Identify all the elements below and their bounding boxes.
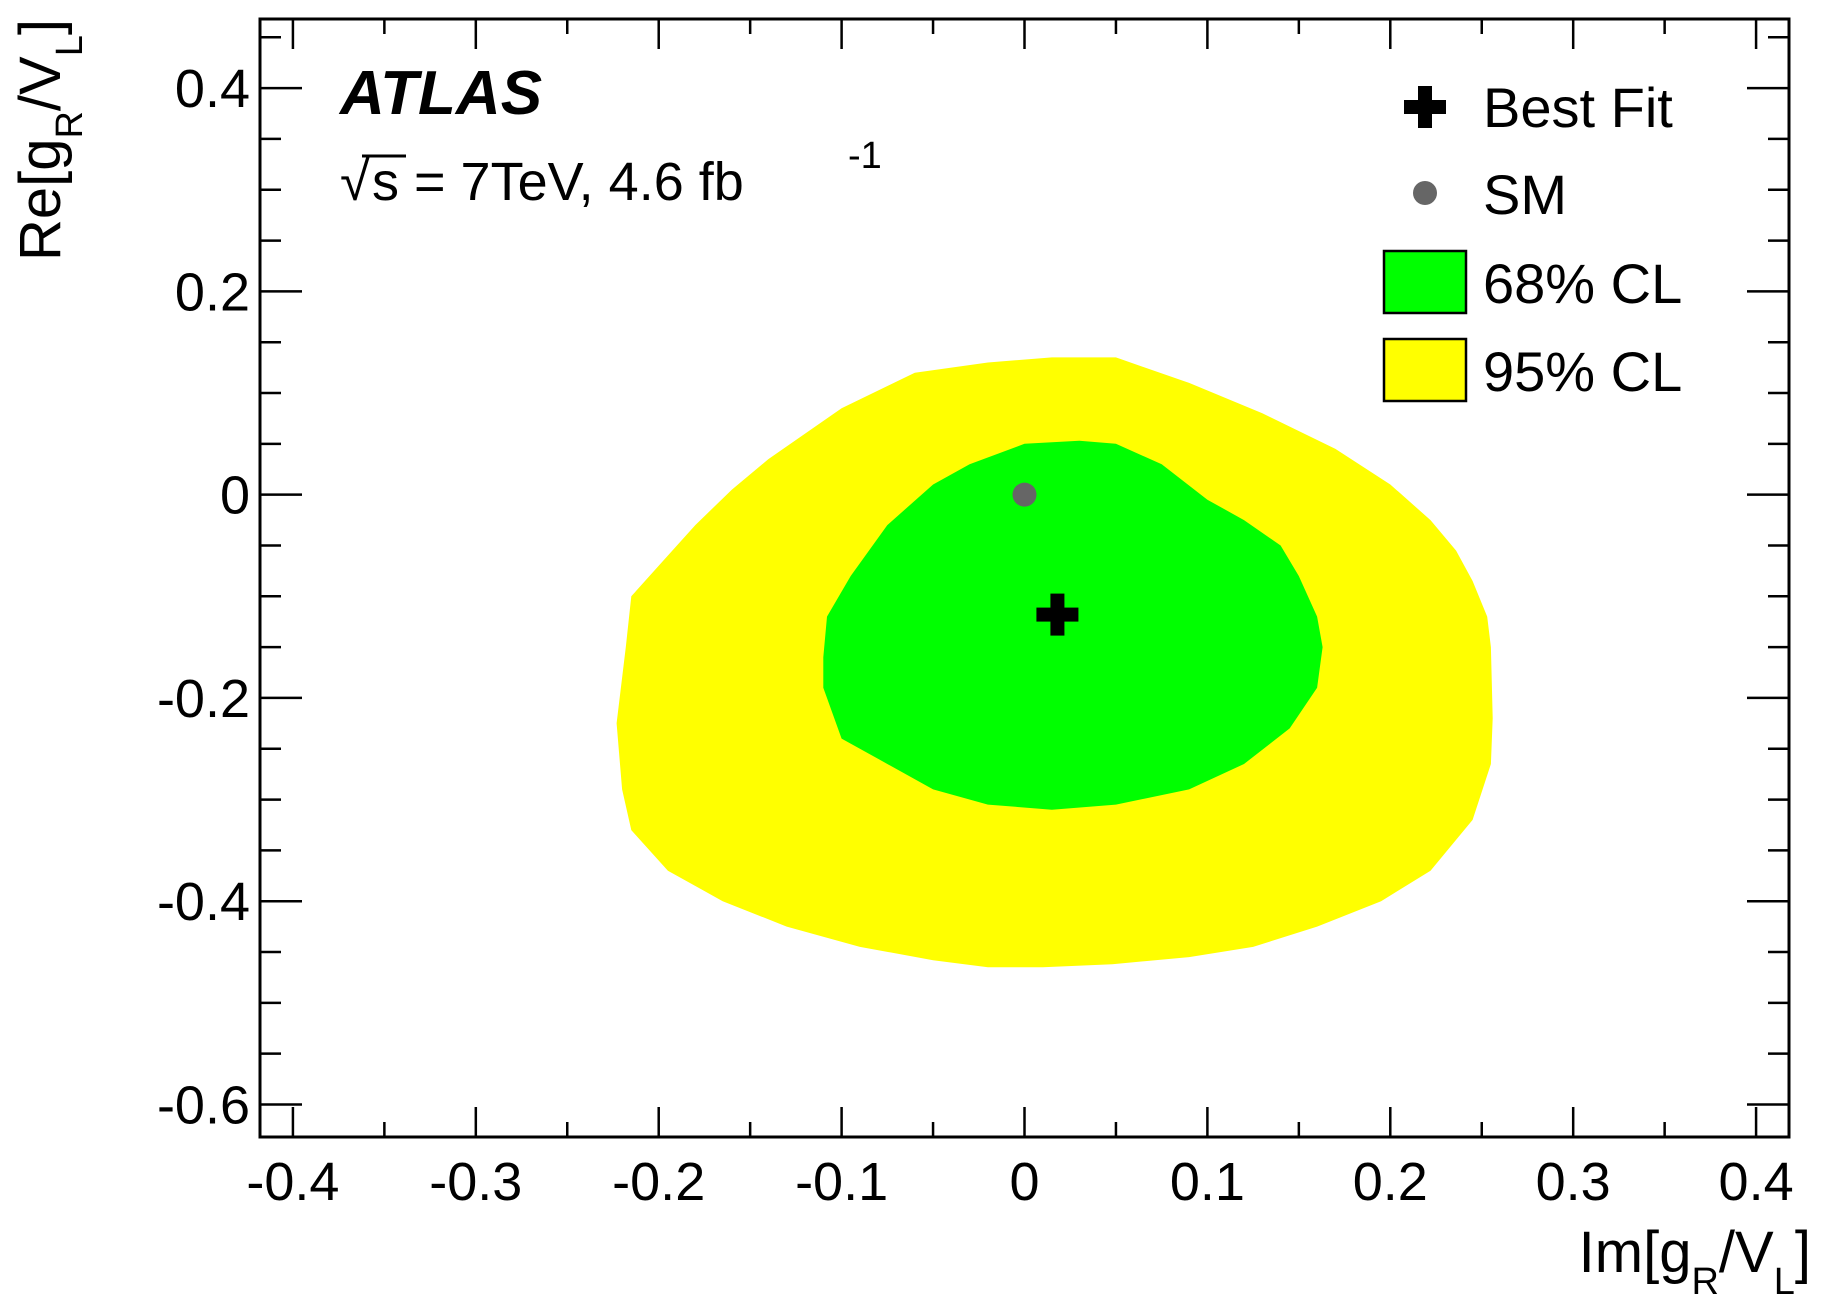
- legend-best-fit-icon: [1404, 86, 1446, 128]
- legend-label-68cl: 68% CL: [1483, 252, 1682, 315]
- legend-label-best-fit: Best Fit: [1483, 76, 1673, 139]
- marker-layer: [1012, 482, 1079, 636]
- legend-label-sm: SM: [1483, 163, 1567, 226]
- x-title-main: Im[g: [1579, 1220, 1692, 1285]
- y-title-main: Re[g: [8, 139, 73, 262]
- svg-text:Re[gR/VL]: Re[gR/VL]: [8, 19, 91, 261]
- legend-entry-sm: SM: [1413, 163, 1567, 226]
- x-axis-title: Im[gR/VL]: [1579, 1220, 1811, 1303]
- energy-label: √ s = 7TeV, 4.6 fb -1: [340, 135, 882, 212]
- legend-label-95cl: 95% CL: [1483, 340, 1682, 403]
- energy-superscript: -1: [848, 135, 882, 177]
- y-tick-label: -0.2: [157, 669, 250, 729]
- y-tick-label: 0: [220, 466, 250, 526]
- x-tick-label: -0.3: [429, 1152, 522, 1212]
- energy-root-symbol: √: [340, 152, 370, 212]
- legend-sm-icon: [1413, 181, 1437, 205]
- legend-entry-68cl: 68% CL: [1382, 249, 1682, 315]
- x-tick-label: -0.4: [246, 1152, 339, 1212]
- best-fit-point: [1036, 593, 1079, 636]
- x-title-end: ]: [1795, 1220, 1811, 1285]
- legend-68cl-swatch: [1382, 249, 1468, 315]
- y-tick-label: 0.4: [175, 59, 250, 119]
- tick-marks: [260, 19, 1789, 1137]
- y-tick-labels: -0.6 -0.4 -0.2 0 0.2 0.4: [157, 59, 250, 1135]
- y-tick-label: 0.2: [175, 262, 250, 322]
- y-axis-title: Re[gR/VL]: [8, 19, 91, 261]
- legend-entry-95cl: 95% CL: [1382, 337, 1682, 403]
- legend-entry-best-fit: Best Fit: [1404, 76, 1673, 139]
- x-title-sub1: R: [1691, 1261, 1718, 1303]
- x-tick-label: 0.4: [1719, 1152, 1794, 1212]
- x-tick-label: -0.1: [795, 1152, 888, 1212]
- y-title-mid: /V: [8, 56, 73, 111]
- contour-68cl: [823, 440, 1323, 810]
- x-tick-label: 0.3: [1536, 1152, 1611, 1212]
- x-tick-labels: -0.4 -0.3 -0.2 -0.1 0 0.1 0.2 0.3 0.4: [246, 1152, 1793, 1212]
- x-title-mid: /V: [1719, 1220, 1774, 1285]
- y-title-end: ]: [8, 19, 73, 35]
- y-tick-label: -0.6: [157, 1075, 250, 1135]
- x-tick-label: 0.2: [1353, 1152, 1428, 1212]
- x-tick-label: 0: [1009, 1152, 1039, 1212]
- y-tick-label: -0.4: [157, 872, 250, 932]
- sm-point: [1012, 482, 1037, 507]
- experiment-label: ATLAS: [338, 59, 542, 128]
- svg-text:Im[gR/VL]: Im[gR/VL]: [1579, 1220, 1811, 1303]
- legend-95cl-swatch: [1382, 337, 1468, 403]
- x-tick-label: 0.1: [1170, 1152, 1245, 1212]
- y-title-sub2: L: [49, 35, 91, 56]
- contour-layer: [616, 357, 1493, 968]
- energy-text: s = 7TeV, 4.6 fb: [372, 152, 744, 212]
- x-title-sub2: L: [1774, 1261, 1795, 1303]
- y-title-sub1: R: [49, 111, 91, 138]
- x-tick-label: -0.2: [612, 1152, 705, 1212]
- legend: Best Fit SM 68% CL 95% CL: [1382, 76, 1682, 403]
